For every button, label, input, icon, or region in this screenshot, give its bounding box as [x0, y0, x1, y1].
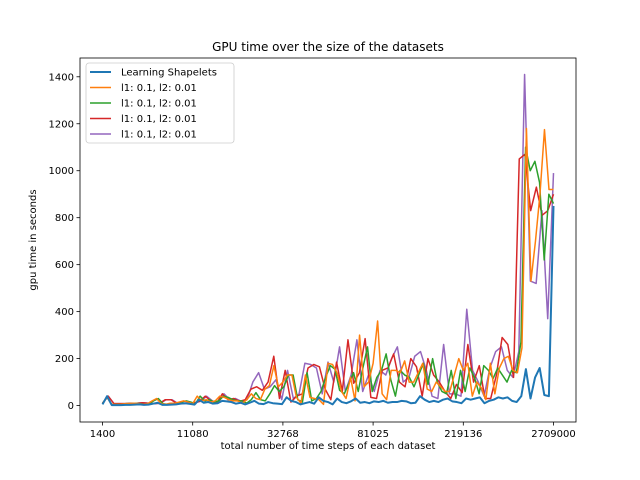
legend-label-3: l1: 0.1, l2: 0.01 — [121, 99, 197, 110]
legend-label-2: l1: 0.1, l2: 0.01 — [121, 83, 197, 94]
y-tick-label: 1000 — [49, 166, 74, 177]
series-line-1 — [101, 205, 555, 407]
legend-label-1: Learning Shapelets — [121, 68, 217, 79]
legend-label-4: l1: 0.1, l2: 0.01 — [121, 114, 197, 125]
y-axis-label: gpu time in seconds — [28, 189, 39, 290]
y-tick-label: 200 — [55, 354, 74, 365]
legend: Learning Shapelets l1: 0.1, l2: 0.01 l1: 0… — [85, 62, 235, 144]
y-tick-label: 0 — [68, 401, 74, 412]
y-tick-label: 1400 — [49, 72, 74, 83]
y-tick-label: 600 — [55, 260, 74, 271]
x-tick-label: 1400 — [90, 429, 115, 440]
x-tick-label: 32768 — [267, 429, 299, 440]
x-axis-ticks: 1400 11080 32768 81025 219136 2709000 — [90, 422, 576, 440]
y-axis-ticks: 0 200 400 600 800 1000 1200 1400 — [49, 72, 80, 412]
x-tick-label: 81025 — [357, 429, 389, 440]
x-tick-label: 11080 — [177, 429, 209, 440]
series-line-2 — [101, 127, 554, 406]
x-tick-label: 2709000 — [531, 429, 576, 440]
legend-label-5: l1: 0.1, l2: 0.01 — [121, 130, 197, 141]
chart-title: GPU time over the size of the datasets — [212, 40, 444, 54]
y-tick-label: 800 — [55, 213, 74, 224]
series-layer — [101, 73, 555, 407]
plot-area-frame — [79, 57, 577, 423]
legend-box — [85, 62, 235, 144]
y-tick-label: 400 — [55, 307, 74, 318]
x-axis-label: total number of time steps of each datas… — [221, 441, 436, 452]
y-tick-label: 1200 — [49, 119, 74, 130]
x-tick-label: 219136 — [444, 429, 482, 440]
